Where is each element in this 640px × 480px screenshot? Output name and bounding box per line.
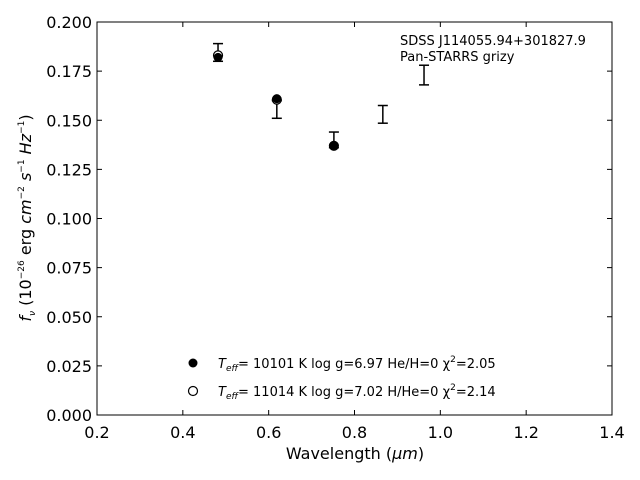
y-label-exp1: −26: [17, 260, 27, 279]
y-label-exp2: −2: [17, 186, 27, 199]
legend-1-teff-sub: eff: [226, 364, 240, 374]
legend-2-text: = 11014 K log g=7.02 H/He=0 χ: [238, 385, 451, 400]
annotation-line-1: SDSS J114055.94+301827.9: [400, 34, 586, 49]
y-tick-label: 0.075: [46, 259, 92, 278]
y-label-open: (10: [16, 279, 35, 311]
y-label-close: ): [16, 114, 35, 120]
y-tick-label: 0.200: [46, 13, 92, 32]
y-tick-label: 0.000: [46, 406, 92, 425]
x-axis-label-unit: μm: [391, 444, 418, 463]
x-axis-label-main: Wavelength (: [286, 444, 392, 463]
x-axis-label-close: ): [418, 444, 424, 463]
model-point-filled: [329, 141, 339, 151]
legend-2-chi-val: =2.14: [456, 385, 496, 400]
x-tick-label: 0.6: [256, 423, 281, 442]
x-tick-label: 0.2: [84, 423, 109, 442]
legend-2-chi-sup: 2: [450, 383, 456, 393]
data-points: [212, 42, 430, 151]
y-tick-label: 0.175: [46, 62, 92, 81]
legend-1-teff: T: [218, 357, 227, 372]
legend-2-teff-sub: eff: [226, 392, 240, 402]
y-label-s: s: [16, 173, 35, 186]
y-label-nu: ν: [28, 311, 38, 316]
legend: Teff= 10101 K log g=6.97 He/H=0 χ2=2.05 …: [187, 355, 496, 402]
ticks: 0.2 0.4 0.6 0.8 1.0 1.2 1.4 0.000 0.025 0.050 0.07…: [46, 13, 625, 442]
y-axis-label: fν (10−26 erg cm−2 s−1 Hz−1): [16, 114, 38, 321]
annotation: SDSS J114055.94+301827.9 Pan-STARRS griz…: [400, 34, 586, 65]
y-label-exp4: −1: [17, 121, 27, 134]
model-point-filled: [272, 94, 282, 104]
y-tick-label: 0.100: [46, 210, 92, 229]
legend-1-text: = 10101 K log g=6.97 He/H=0 χ: [238, 357, 451, 372]
x-tick-label: 0.8: [342, 423, 367, 442]
y-label-erg: erg: [16, 224, 35, 260]
x-tick-label: 1.0: [428, 423, 453, 442]
y-tick-label: 0.025: [46, 357, 92, 376]
y-label-f: f: [16, 314, 35, 322]
annotation-line-2: Pan-STARRS grizy: [400, 50, 515, 65]
legend-entry-2: Teff= 11014 K log g=7.02 H/He=0 χ2=2.14: [218, 383, 496, 402]
legend-1-chi-sup: 2: [450, 355, 456, 365]
legend-entry-1: Teff= 10101 K log g=6.97 He/H=0 χ2=2.05: [218, 355, 496, 374]
y-tick-label: 0.150: [46, 111, 92, 130]
legend-marker-open: [187, 385, 199, 397]
legend-marker-filled: [188, 358, 198, 368]
legend-2-teff: T: [218, 385, 227, 400]
y-label-hz: Hz: [16, 133, 35, 159]
y-label-cm: cm: [16, 199, 35, 223]
y-tick-label: 0.050: [46, 308, 92, 327]
y-label-exp3: −1: [17, 159, 27, 172]
legend-1-chi-val: =2.05: [456, 357, 496, 372]
y-tick-label: 0.125: [46, 160, 92, 179]
x-tick-label: 1.2: [513, 423, 538, 442]
model-point-filled: [213, 52, 223, 62]
x-tick-label: 0.4: [170, 423, 195, 442]
x-tick-label: 1.4: [599, 423, 624, 442]
x-axis-label: Wavelength (μm): [286, 444, 424, 463]
